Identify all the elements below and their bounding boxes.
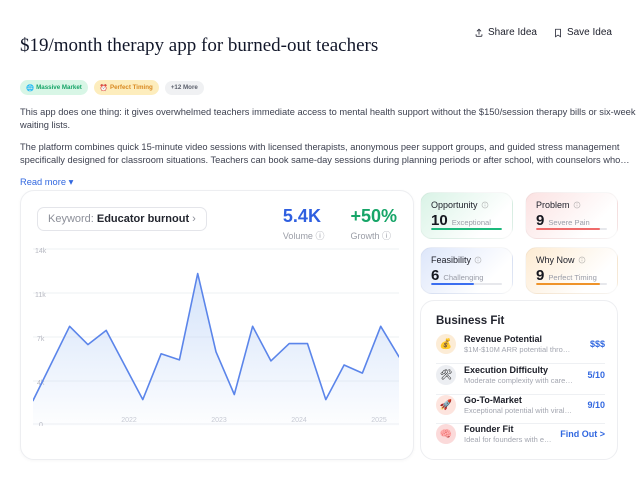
svg-text:7k: 7k bbox=[37, 336, 45, 343]
svg-text:11k: 11k bbox=[35, 292, 46, 299]
svg-text:14k: 14k bbox=[35, 248, 47, 255]
